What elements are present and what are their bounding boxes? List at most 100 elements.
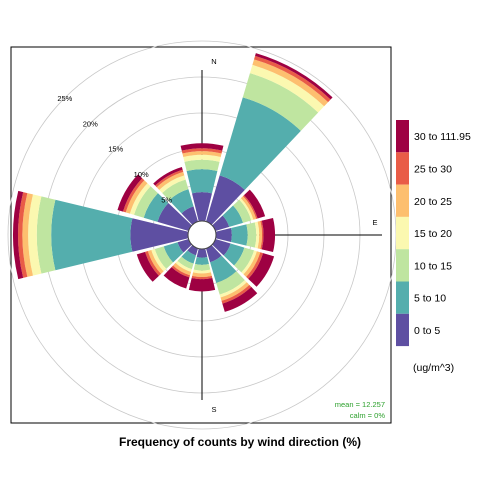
- wedge-segment: [219, 97, 301, 190]
- wind-wedges: [13, 53, 333, 312]
- wedge-segment: [193, 264, 211, 271]
- wedge-segment: [159, 175, 186, 193]
- wedge-segment: [248, 253, 275, 287]
- legend-label: 0 to 5: [414, 325, 440, 337]
- wedge-segment: [153, 167, 183, 186]
- legend-label: 30 to 111.95: [414, 131, 471, 143]
- legend-swatch: [396, 249, 409, 282]
- legend-title: (ug/m^3): [413, 362, 454, 374]
- wedge-segment: [180, 143, 224, 151]
- wedge-segment: [233, 199, 252, 223]
- wedge-segment: [246, 222, 257, 248]
- wedge-segment: [254, 55, 331, 103]
- legend-label: 5 to 10: [414, 293, 446, 305]
- wedge-segment: [216, 271, 245, 295]
- legend-swatch: [396, 313, 409, 347]
- wedge-segment: [215, 228, 232, 242]
- legend-label: 15 to 20: [414, 228, 452, 240]
- wedge-segment: [205, 245, 222, 263]
- wedge-segment: [239, 198, 254, 221]
- wedge-segment: [28, 194, 42, 276]
- wedge-segment: [231, 224, 248, 246]
- wedge-segment: [222, 205, 244, 227]
- wedge-segment: [145, 251, 162, 276]
- wedge-segment: [186, 169, 218, 194]
- wedge-segment: [241, 250, 257, 275]
- wedge-segment: [156, 171, 185, 190]
- wedge-segment: [242, 195, 258, 219]
- wedge-segment: [249, 64, 325, 113]
- wedge-segment: [242, 73, 319, 131]
- wedge-segment: [181, 148, 223, 154]
- wedge-segment: [151, 248, 167, 272]
- radial-tick-label: 25%: [57, 94, 72, 103]
- wedge-segment: [212, 215, 230, 232]
- wedge-segment: [147, 250, 164, 274]
- wedge-segment: [254, 221, 260, 249]
- wedge-segment: [134, 186, 158, 218]
- compass-label: N: [211, 57, 216, 66]
- wedge-segment: [129, 183, 151, 215]
- radial-tick-label: 15%: [108, 145, 123, 154]
- wedge-segment: [130, 218, 189, 252]
- legend-swatch: [396, 152, 409, 185]
- wedge-segment: [117, 174, 143, 212]
- wedge-segment: [181, 250, 196, 264]
- wedge-segment: [18, 192, 28, 278]
- wedge-segment: [246, 252, 264, 279]
- legend-label: 25 to 30: [414, 163, 452, 175]
- calm-circle: [187, 220, 217, 250]
- wedge-segment: [125, 180, 148, 214]
- wedge-segment: [154, 246, 174, 269]
- wedge-segment: [196, 248, 208, 258]
- wedge-segment: [220, 282, 250, 301]
- wedge-segment: [163, 267, 190, 289]
- wedge-segment: [188, 278, 216, 292]
- wedge-segment: [171, 265, 191, 278]
- wedge-segment: [244, 189, 266, 219]
- wedge-segment: [240, 196, 257, 220]
- wedge-segment: [222, 286, 258, 312]
- wedge-segment: [192, 192, 212, 222]
- wedge-segment: [175, 260, 192, 272]
- mean-label: mean = 12.257: [335, 400, 385, 409]
- wedge-segment: [193, 269, 211, 274]
- radial-tick-label: 20%: [83, 119, 98, 128]
- legend-label: 10 to 15: [414, 260, 452, 272]
- wedge-segment: [51, 199, 133, 271]
- wedge-segment: [261, 217, 276, 253]
- legend-label: 20 to 25: [414, 196, 452, 208]
- wedge-segment: [223, 243, 245, 266]
- wedge-segment: [182, 151, 222, 157]
- wedge-segment: [212, 238, 231, 256]
- legend: 30 to 111.95 25 to 30 20 to 25 15 to 20 10 t…: [396, 120, 471, 347]
- wedge-segment: [181, 206, 199, 225]
- wedge-segment: [122, 178, 145, 213]
- wedge-segment: [221, 284, 252, 304]
- wedge-segment: [210, 255, 237, 283]
- legend-swatch: [396, 120, 409, 153]
- wedge-segment: [36, 196, 56, 274]
- wedge-segment: [157, 203, 192, 232]
- wedge-segment: [192, 272, 212, 278]
- radial-tick-label: 10%: [134, 170, 149, 179]
- wedge-segment: [22, 193, 33, 277]
- wedge-segment: [183, 154, 221, 162]
- wedge-segment: [257, 220, 263, 250]
- wedge-segment: [252, 59, 329, 107]
- wedge-segment: [195, 257, 209, 265]
- wedge-segment: [136, 251, 159, 282]
- wedge-segment: [173, 262, 192, 276]
- wedge-segment: [255, 53, 333, 100]
- tick-labels: 5% 10% 15% 20% 25% N E S: [57, 57, 377, 414]
- wedge-segment: [234, 247, 255, 273]
- wedge-segment: [184, 159, 220, 171]
- wedge-segment: [143, 193, 169, 222]
- legend-swatch: [396, 216, 409, 250]
- wedge-segment: [155, 169, 184, 188]
- compass-label: E: [372, 218, 377, 227]
- wedge-segment: [162, 179, 189, 201]
- wedge-segment: [13, 190, 24, 280]
